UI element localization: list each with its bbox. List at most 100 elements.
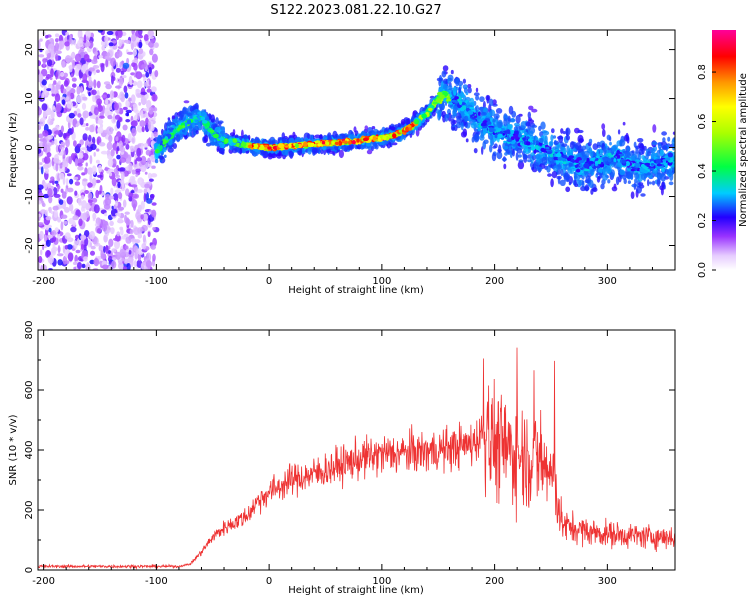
spectrogram-cell	[130, 219, 134, 228]
spectrogram-cell	[72, 83, 77, 88]
spectrogram-cell	[128, 250, 132, 255]
spectrogram-cell	[74, 181, 81, 186]
spectrogram-cell	[504, 152, 508, 156]
spectrogram-cell	[73, 266, 77, 270]
spectrogram-cell	[438, 78, 442, 87]
spectrogram-cell	[470, 122, 478, 129]
spectrogram-cell	[47, 43, 55, 53]
spectrogram-cell	[82, 73, 88, 83]
spectrogram-cell	[129, 228, 134, 235]
spectrogram-cell	[77, 39, 84, 48]
spectrogram-cell	[96, 255, 103, 260]
spectrogram-cell	[143, 213, 148, 222]
spectrogram-cell	[41, 92, 44, 100]
spectrogram-cell	[55, 38, 59, 43]
spectrogram-cell	[105, 98, 109, 105]
spectrogram-cell	[110, 187, 114, 195]
spectrogram-cell	[520, 121, 527, 129]
spectrogram-cell	[38, 60, 41, 67]
spectrogram-cell	[307, 146, 312, 155]
spectrogram-cell	[623, 178, 627, 185]
spectrogram-cell	[81, 65, 86, 73]
spectrogram-cell	[634, 172, 640, 180]
spectrogram-cell	[598, 169, 603, 173]
spectrogram-cell	[640, 193, 646, 197]
spectrogram-cell	[77, 166, 84, 171]
spectrogram-cell	[143, 143, 149, 148]
spectrogram-cell	[158, 155, 165, 160]
spectrogram-cell	[93, 204, 100, 214]
spectrogram-cell	[595, 172, 603, 176]
spectrogram-cell	[349, 133, 356, 140]
spectrogram-cell	[580, 151, 585, 157]
spectrogram-cell	[106, 110, 113, 116]
spectrogram-cell	[137, 204, 142, 213]
spectrogram-cell	[649, 181, 652, 185]
spectrogram-cell	[44, 234, 47, 243]
spectrogram-cell	[507, 115, 511, 122]
spectrogram-cell	[349, 144, 355, 150]
spectrogram-cell	[39, 48, 43, 53]
spectrogram-cell	[535, 136, 538, 142]
spectrogram-cell	[105, 58, 109, 68]
spectrogram-cell	[78, 218, 83, 227]
spectrogram-cell	[488, 98, 494, 107]
spectrogram-cell	[86, 80, 89, 87]
spectrogram-cell	[122, 75, 127, 79]
spectrogram-cell	[64, 206, 70, 213]
spectrogram-cell	[96, 80, 101, 89]
spectrogram-cell	[90, 245, 96, 250]
spectrogram-cell	[479, 96, 485, 102]
spectrogram-cell	[143, 76, 147, 83]
spectrogram-cell	[81, 263, 86, 269]
spectrogram-ridge-cell	[461, 105, 467, 111]
spectrogram-cell	[565, 127, 571, 136]
spectrogram-cell	[57, 185, 61, 190]
spectrogram-cell	[389, 126, 396, 131]
spectrogram-cell	[143, 188, 148, 195]
spectrogram-cell	[138, 247, 142, 256]
spectrogram-cell	[63, 220, 68, 225]
spectrogram-cell	[186, 112, 193, 116]
spectrogram-cell	[136, 248, 139, 255]
spectrogram-cell	[294, 137, 301, 144]
spectrogram-cell	[57, 259, 63, 266]
spectrogram-cell	[100, 250, 104, 258]
spectrogram-cell	[137, 189, 143, 194]
spectrogram-cell	[66, 86, 72, 91]
spectrogram-cell	[38, 148, 42, 154]
spectrogram-ridge-cell	[534, 145, 540, 149]
spectrogram-cell	[55, 102, 62, 113]
spectrogram-cell	[98, 55, 104, 59]
spectrogram-cell	[142, 108, 149, 112]
spectrogram-ridge-cell	[459, 100, 463, 106]
spectrogram-cell	[81, 172, 86, 176]
spectrogram-cell	[219, 147, 225, 155]
spectrogram-cell	[97, 126, 104, 134]
spectrogram-cell	[444, 113, 449, 122]
spectrogram-cell	[111, 205, 114, 210]
spectrogram-cell	[119, 147, 126, 153]
spectrogram-cell	[71, 59, 75, 69]
spectrogram-cell	[626, 145, 631, 153]
spectrogram-cell	[309, 134, 313, 140]
spectrogram-cell	[288, 151, 295, 158]
spectrogram-cell	[40, 117, 47, 121]
spectrogram-cell	[58, 40, 65, 50]
spectrogram-cell	[624, 152, 630, 158]
spectrogram-cell	[452, 108, 457, 117]
spectrogram-cell	[45, 34, 49, 39]
spectrogram-ridge-cell	[503, 140, 507, 144]
spectrogram-cell	[659, 149, 665, 157]
spectrogram-cell	[90, 250, 95, 256]
spectrogram-cell	[154, 70, 159, 78]
spectrogram-cell	[104, 197, 112, 206]
spectrogram-cell	[210, 114, 215, 123]
spectrogram-cell	[107, 114, 113, 120]
spectrogram-cell	[150, 86, 157, 93]
spectrogram-cell	[527, 111, 531, 119]
spectrogram-cell	[148, 106, 154, 115]
spectrogram-cell	[85, 126, 90, 131]
spectrogram-cell	[49, 180, 53, 184]
spectrogram-cell	[503, 145, 509, 150]
